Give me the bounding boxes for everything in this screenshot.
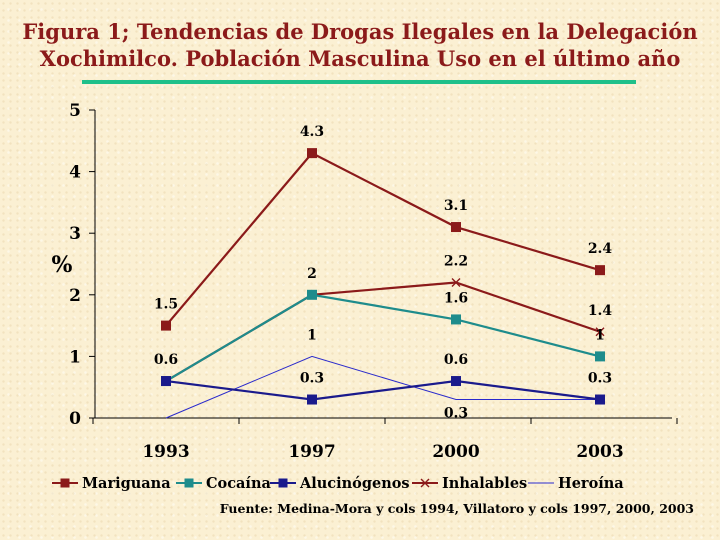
legend-label: Alucinógenos — [299, 475, 410, 492]
x-tick-label: 2003 — [576, 442, 623, 462]
legend-marker — [420, 478, 430, 488]
legend-item-inhalables: Inhalables — [412, 475, 527, 492]
data-point-mariguana — [307, 148, 317, 159]
data-label-heroina: 1 — [307, 327, 317, 343]
series-line-mariguana — [165, 151, 601, 327]
legend-label: Heroína — [558, 475, 624, 492]
legend-item-cocaina: Cocaína — [176, 475, 271, 492]
data-point-inhalables — [595, 327, 605, 337]
legend-label: Inhalables — [442, 475, 527, 492]
data-label-cocaina: 1 — [595, 327, 605, 343]
data-label-heroina: 0.3 — [444, 406, 468, 422]
data-label-cocaina: 1.6 — [444, 290, 468, 306]
x-tick-label: 1997 — [288, 442, 335, 462]
legend-label: Cocaína — [206, 475, 271, 492]
series-line-cocaina — [165, 293, 601, 382]
data-label-mariguana: 2.4 — [588, 241, 613, 257]
y-tick-label: 2 — [69, 286, 81, 306]
data-point-cocaina — [451, 314, 461, 325]
data-point-mariguana — [451, 222, 461, 233]
data-point-cocaina — [595, 351, 605, 362]
title-underline — [82, 80, 636, 84]
series-line-inhalables — [165, 281, 601, 382]
data-point-alucinogenos — [595, 394, 605, 405]
data-label-inhalables: 2 — [307, 266, 317, 282]
x-tick-label: 2000 — [432, 442, 479, 462]
data-label-inhalables: 2.2 — [444, 253, 468, 269]
chart-title: Figura 1; Tendencias de Drogas Ilegales … — [0, 18, 720, 72]
data-label-inhalables: 1.4 — [588, 303, 613, 319]
y-tick-label: 5 — [69, 101, 81, 121]
legend-item-mariguana: Mariguana — [52, 475, 171, 492]
legend-label: Mariguana — [82, 475, 171, 492]
data-point-alucinogenos — [307, 394, 317, 405]
data-point-cocaina — [307, 289, 317, 300]
data-label-mariguana: 1.5 — [154, 297, 178, 313]
chart-axes: 0 1 2 3 4 5% 1993 1997 2000 2003 — [52, 101, 678, 462]
x-tick-label: 1993 — [142, 442, 189, 462]
legend-marker — [60, 478, 70, 488]
data-point-inhalables — [451, 277, 461, 287]
series-line-heroina — [165, 355, 600, 419]
chart-data-labels: 1.5 4.3 3.1 2.4 1.6 1 0.6 0.3 0.6 0.3 2 2.2 1.4 1 0.3 — [154, 124, 613, 421]
data-point-alucinogenos — [161, 376, 171, 387]
legend-marker — [278, 478, 288, 488]
legend-item-alucinogenos: Alucinógenos — [270, 475, 410, 492]
data-label-alucinogenos: 0.3 — [588, 371, 612, 387]
y-axis-label: % — [52, 252, 73, 278]
data-label-alucinogenos: 0.3 — [300, 371, 324, 387]
source-note: Fuente: Medina-Mora y cols 1994, Villato… — [219, 501, 694, 516]
series-line-alucinogenos — [165, 379, 601, 401]
data-label-mariguana: 3.1 — [444, 198, 468, 214]
data-point-alucinogenos — [451, 376, 461, 387]
legend-item-heroina: Heroína — [528, 475, 624, 492]
chart-title-line-2: Xochimilco. Población Masculina Uso en e… — [39, 46, 681, 71]
y-tick-label: 4 — [69, 163, 81, 183]
data-label-alucinogenos: 0.6 — [444, 352, 468, 368]
data-label-mariguana: 4.3 — [300, 124, 324, 140]
data-point-mariguana — [161, 320, 171, 331]
data-label-alucinogenos: 0.6 — [154, 352, 178, 368]
chart-legend: Mariguana Cocaína Alucinógenos Inhalables He… — [52, 475, 624, 492]
legend-marker — [184, 478, 194, 488]
chart-lines — [161, 148, 605, 419]
chart-title-line-1: Figura 1; Tendencias de Drogas Ilegales … — [22, 19, 698, 44]
y-tick-label: 0 — [69, 409, 81, 429]
y-tick-label: 1 — [69, 347, 81, 367]
data-point-mariguana — [595, 265, 605, 276]
y-tick-label: 3 — [69, 224, 81, 244]
